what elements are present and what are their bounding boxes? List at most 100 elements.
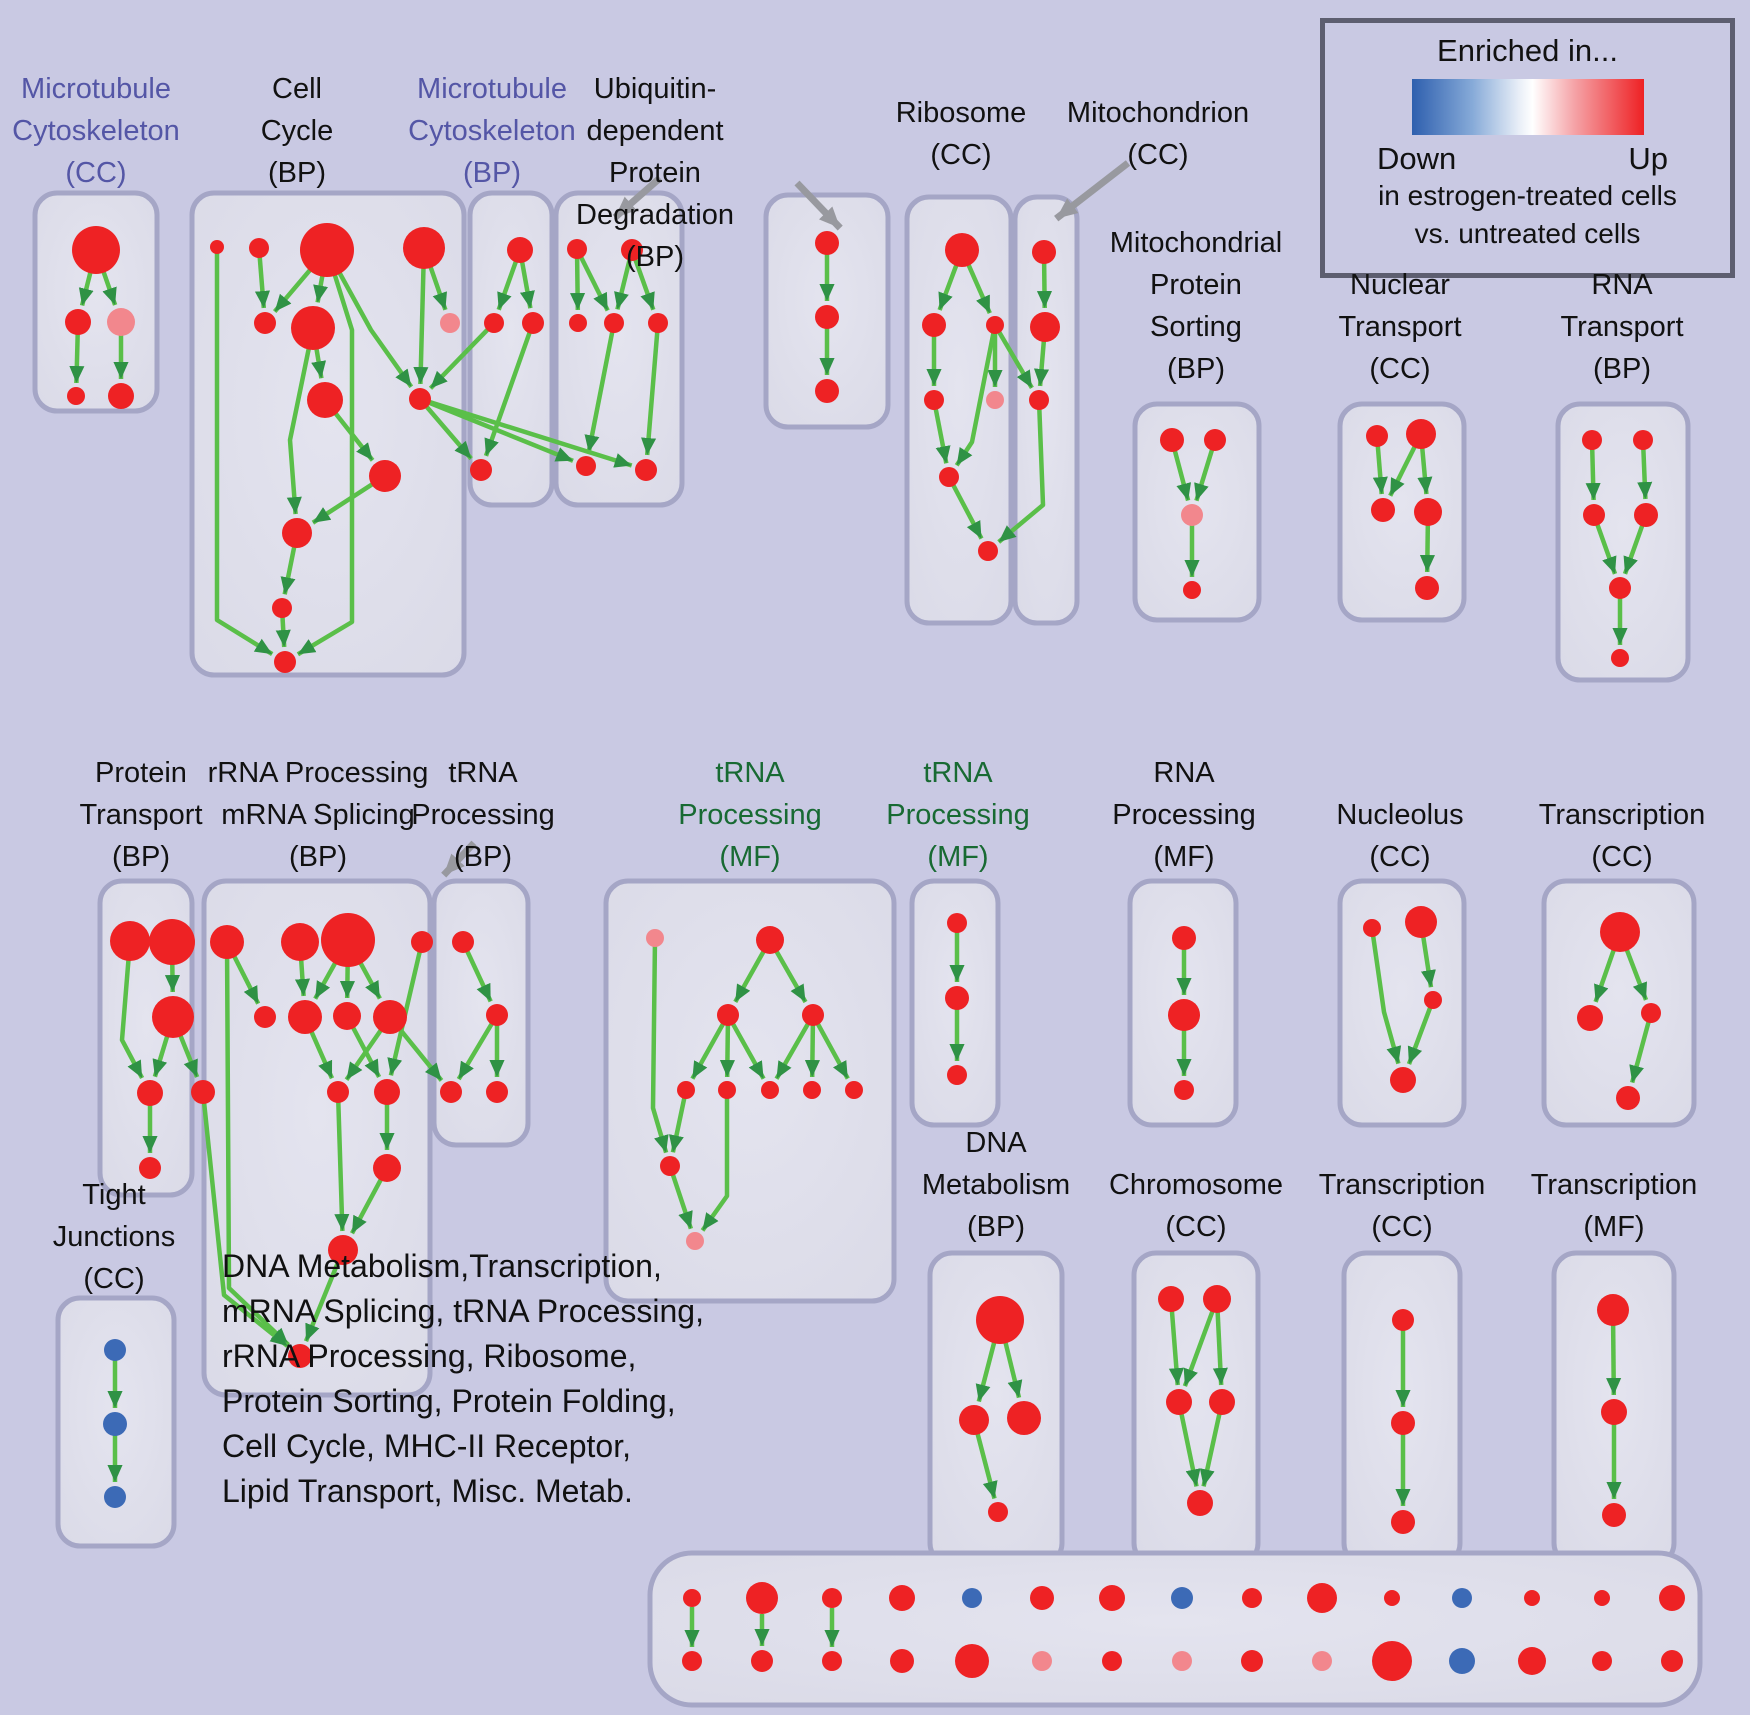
note-text: DNA Metabolism,Transcription, mRNA Splici… xyxy=(222,1244,704,1514)
node-ribosome-s xyxy=(986,316,1004,334)
cluster-label-protein-transport: Protein Transport (BP) xyxy=(79,752,202,878)
panel-node-bottom-14 xyxy=(1592,1651,1612,1671)
node-rrna_mrna-s1 xyxy=(254,1006,276,1028)
node-trna_mf_large-t xyxy=(756,926,784,954)
panel-node-bottom-10 xyxy=(1312,1651,1332,1671)
node-ubiquitin_a-b1 xyxy=(576,456,596,476)
node-dna_metabolism-b xyxy=(988,1502,1008,1522)
node-ribosome-a xyxy=(922,313,946,337)
node-mitochondrion-m xyxy=(1030,312,1060,342)
node-cell_cycle-n1 xyxy=(210,240,224,254)
node-nuclear_transport-e xyxy=(1415,576,1439,600)
edge-arrow xyxy=(1182,1298,1220,1387)
node-rrna_mrna-t1 xyxy=(210,925,244,959)
node-transcription_cc_a-mr xyxy=(1641,1003,1661,1023)
cluster-label-ubiquitin: Ubiquitin-dependent Protein Degradation (BP… xyxy=(576,68,734,278)
cluster-label-rrna-mrna: rRNA Processing mRNA Splicing (BP) xyxy=(208,752,429,878)
node-trna_bp-t xyxy=(452,931,474,953)
label-line: (CC) xyxy=(83,1263,145,1295)
node-mito_sorting-b xyxy=(1204,429,1226,451)
note-line: Cell Cycle, MHC-II Receptor, xyxy=(222,1428,631,1464)
label-line: (MF) xyxy=(719,841,781,873)
node-cell_cycle-n9 xyxy=(369,460,401,492)
cluster-box-misc-panel xyxy=(647,1550,1703,1708)
label-line: (BP) xyxy=(626,241,684,273)
node-ribosome-p xyxy=(986,391,1004,409)
node-rna_processing_mf-a xyxy=(1172,926,1196,950)
node-cell_cycle-n10 xyxy=(282,518,312,548)
note-line: rRNA Processing, Ribosome, xyxy=(222,1338,637,1374)
node-tight_junctions-b xyxy=(103,1412,127,1436)
legend-subtitle-1: in estrogen-treated cells xyxy=(1378,180,1677,211)
edge-arrow xyxy=(413,247,429,385)
edge-arrow xyxy=(1212,1298,1228,1386)
edge-arrow xyxy=(1199,1401,1225,1487)
label-line: Junctions xyxy=(52,1221,176,1253)
cluster-label-nucleolus: Nucleolus (CC) xyxy=(1336,794,1463,878)
node-nucleolus-tr xyxy=(1405,906,1437,938)
cluster-label-microtubule-cc: Microtubule Cytoskeleton (CC) xyxy=(12,68,180,194)
edge-arrow xyxy=(200,1091,289,1348)
edge-arrow xyxy=(993,323,1034,390)
panel-node-bottom-8 xyxy=(1172,1651,1192,1671)
node-chromosome-tl xyxy=(1158,1286,1184,1312)
node-nucleolus-mr xyxy=(1424,991,1442,1009)
edge-arrow xyxy=(668,1089,689,1153)
edge-arrow xyxy=(570,248,586,311)
label-line: Mitochondrial xyxy=(1109,227,1283,259)
edge-arrow xyxy=(456,1013,499,1081)
node-rrna_mrna-t3 xyxy=(321,913,375,967)
panel-node-top-6 xyxy=(1030,1586,1054,1610)
node-chromosome-tr xyxy=(1203,1285,1231,1313)
node-rna_transport-b xyxy=(1633,430,1653,450)
node-ribosome-t xyxy=(945,233,979,267)
node-trna_mf_large-a xyxy=(717,1004,739,1026)
label-line: (BP) xyxy=(463,157,521,189)
node-trna_mf_large-c1 xyxy=(677,1081,695,1099)
node-rrna_mrna-t4 xyxy=(411,931,433,953)
label-line: Metabolism xyxy=(921,1169,1071,1201)
edge-arrow xyxy=(214,247,274,657)
node-protein_transport-m xyxy=(152,996,194,1038)
legend-up-label: Up xyxy=(1628,141,1668,176)
cluster-label-chromosome: Chromosome (CC) xyxy=(1109,1164,1283,1248)
edge-arrow xyxy=(418,397,473,461)
node-rna_processing_mf-b xyxy=(1168,999,1200,1031)
label-line: (BP) xyxy=(289,841,347,873)
panel-node-bottom-2 xyxy=(751,1650,773,1672)
label-line: tRNA xyxy=(715,757,785,789)
label-line: Tight xyxy=(82,1179,146,1211)
node-rrna_mrna-u1 xyxy=(327,1081,349,1103)
label-line: Cycle xyxy=(260,115,334,147)
node-microtubule_bp-b xyxy=(470,459,492,481)
node-rrna_mrna-v1 xyxy=(373,1154,401,1182)
cluster-box-transcription_cc_a xyxy=(1541,878,1697,1128)
label-line: Processing xyxy=(678,799,822,831)
label-line: dependent xyxy=(586,115,724,147)
cluster-box-chromosome xyxy=(1131,1250,1261,1568)
panel-node-bottom-11 xyxy=(1372,1641,1412,1681)
panel-node-top-11 xyxy=(1384,1590,1400,1606)
label-line: Cell xyxy=(272,73,322,105)
node-cell_cycle-n4 xyxy=(403,227,445,269)
label-line: Processing xyxy=(411,799,555,831)
panel-node-top-15 xyxy=(1659,1585,1685,1611)
cluster-box-microtubule_cc xyxy=(32,190,160,414)
edge-arrow xyxy=(726,1013,766,1080)
node-cell_cycle-n2 xyxy=(249,238,269,258)
cluster-label-mitochondrion: Mitochondrion (CC) xyxy=(1067,92,1249,176)
cluster-label-transcription-cc-a: Transcription (CC) xyxy=(1539,794,1706,878)
label-line: (MF) xyxy=(1153,841,1215,873)
label-line: mRNA Splicing xyxy=(221,799,415,831)
legend-colorbar xyxy=(1411,79,1644,135)
node-microtubule_cc-bl xyxy=(67,387,85,405)
edge-arrow xyxy=(428,321,496,390)
label-line: Chromosome xyxy=(1108,1169,1284,1201)
node-ubiquitin_b-a xyxy=(815,231,839,255)
label-line: RNA xyxy=(1591,269,1653,301)
node-trna_mf_small-c xyxy=(947,1065,967,1085)
legend-subtitle-2: vs. untreated cells xyxy=(1414,218,1641,249)
edge-arrow xyxy=(1168,1298,1184,1386)
panel-node-top-3 xyxy=(822,1588,842,1608)
